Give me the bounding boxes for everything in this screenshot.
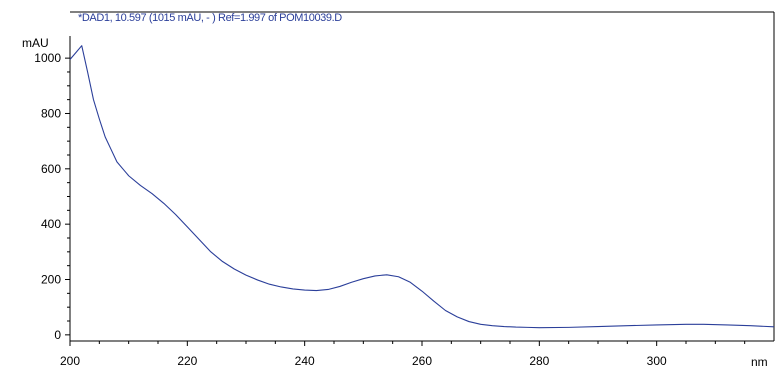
x-tick-label: 300 — [647, 354, 667, 367]
spectrum-line — [69, 45, 775, 329]
ticks-group: 0 200 400 600 800 1000 200 220 240 260 280 300 — [34, 51, 746, 367]
y-tick-label: 200 — [41, 273, 61, 287]
x-tick-label: 280 — [529, 354, 549, 367]
y-tick-label: 800 — [41, 106, 61, 120]
plot-area — [69, 45, 775, 329]
y-tick-label: 1000 — [34, 51, 61, 65]
x-tick-label: 260 — [412, 354, 432, 367]
x-axis-unit-label: nm — [751, 355, 768, 367]
x-tick-label: 240 — [295, 354, 315, 367]
chart-title: *DAD1, 10.597 (1015 mAU, - ) Ref=1.997 o… — [78, 12, 342, 24]
y-tick-label: 0 — [54, 328, 61, 342]
y-axis-unit-label: mAU — [22, 36, 49, 50]
y-tick-label: 400 — [41, 217, 61, 231]
x-tick-label: 200 — [60, 354, 80, 367]
x-tick-label: 220 — [177, 354, 197, 367]
y-tick-label: 600 — [41, 162, 61, 176]
